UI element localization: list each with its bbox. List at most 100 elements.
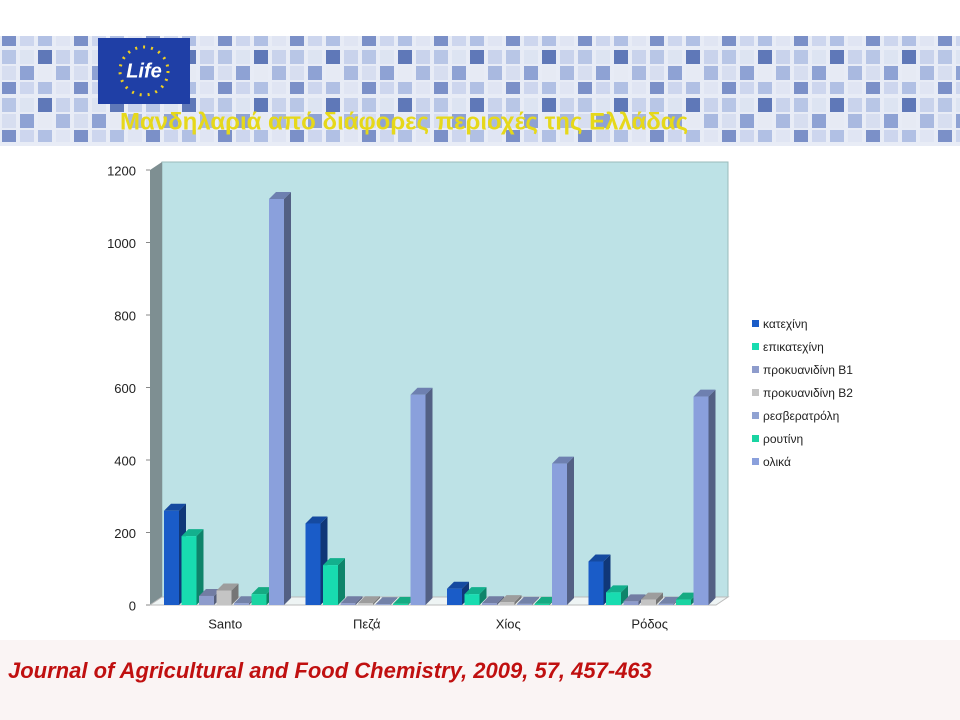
y-tick-label: 200: [114, 526, 136, 541]
bar: [340, 596, 363, 605]
legend-swatch: [752, 435, 759, 442]
bar: [181, 529, 204, 605]
bar: [216, 583, 239, 605]
y-tick-label: 800: [114, 308, 136, 323]
bar-top: [552, 456, 574, 464]
bar-front: [588, 561, 604, 605]
bar-front: [216, 590, 232, 605]
bar-top: [623, 594, 646, 602]
legend-label: προκυανιδίνη Β1: [763, 363, 853, 377]
legend-swatch: [752, 320, 759, 327]
bar-top: [534, 596, 557, 604]
y-tick-label: 400: [114, 453, 136, 468]
bar-top: [464, 587, 487, 595]
bar-side: [532, 596, 539, 605]
bar: [164, 503, 186, 605]
bar: [499, 595, 522, 605]
x-tick-label: Santo: [208, 616, 242, 631]
y-tick-label: 1200: [107, 163, 136, 178]
bar: [482, 596, 504, 605]
bar-front: [305, 523, 321, 605]
bar-front: [164, 510, 179, 605]
bar-side: [656, 592, 663, 605]
y-tick-label: 1000: [107, 236, 136, 251]
bar: [358, 596, 380, 605]
legend-label: ρεσβερατρόλη: [763, 409, 839, 423]
legend-swatch: [752, 412, 759, 419]
bar: [410, 387, 433, 605]
bar-top: [305, 516, 328, 524]
bar-top: [234, 596, 256, 604]
bar-side: [479, 587, 487, 605]
bar-top: [164, 503, 186, 511]
x-tick-label: Πεζά: [353, 616, 381, 631]
bar-front: [606, 592, 621, 605]
bar-front: [375, 604, 391, 605]
bar: [641, 592, 663, 605]
bar-top: [658, 596, 681, 604]
bar-top: [606, 585, 628, 593]
bar-side: [338, 558, 345, 605]
bar-side: [514, 595, 522, 605]
y-tick-label: 600: [114, 381, 136, 396]
bar-side: [621, 585, 628, 605]
bar-front: [552, 463, 567, 605]
logo-text: Life: [126, 60, 162, 82]
bar: [552, 456, 574, 605]
bar-front: [323, 565, 338, 605]
bar-top: [447, 581, 469, 589]
bar-top: [499, 595, 522, 603]
legend-swatch: [752, 458, 759, 465]
bar-top: [641, 592, 663, 600]
bar-top: [482, 596, 504, 604]
bar-front: [199, 595, 214, 605]
bar-front: [393, 603, 408, 605]
bar-front: [658, 603, 674, 605]
back-wall: [161, 161, 729, 598]
logo-box: [98, 38, 190, 104]
bar-front: [181, 536, 197, 605]
legend-label: προκυανιδίνη Β2: [763, 386, 853, 400]
bar-front: [482, 603, 497, 605]
bar-front: [340, 603, 356, 605]
bar-side: [567, 456, 574, 605]
legend-swatch: [752, 343, 759, 350]
bar-front: [447, 588, 462, 605]
bar-top: [375, 597, 398, 605]
bar: [464, 587, 487, 605]
bar-side: [497, 596, 504, 605]
bar-top: [588, 554, 611, 562]
bar-front: [499, 602, 515, 605]
bar-top: [199, 588, 221, 596]
bar-top: [181, 529, 204, 537]
bar-front: [534, 603, 550, 605]
bar-side: [284, 192, 291, 605]
bar-front: [676, 599, 691, 605]
side-wall: [150, 162, 162, 605]
bar-side: [708, 389, 716, 605]
bar: [375, 597, 398, 605]
x-tick-label: Ρόδος: [631, 616, 668, 631]
bar-side: [231, 583, 239, 605]
bar-front: [464, 594, 480, 605]
footer-source: Journal of Agricultural and Food Chemist…: [8, 658, 652, 683]
bar-top: [251, 587, 274, 595]
bar-front: [234, 603, 249, 605]
bar-top: [393, 596, 415, 604]
bar-front: [517, 603, 532, 605]
bar: [693, 389, 716, 605]
bar-front: [641, 599, 656, 605]
bar-front: [623, 601, 639, 605]
chart-title: Μανδηλαριά από διάφορες περιοχές της Ελλ…: [120, 108, 688, 135]
legend-label: κατεχίνη: [763, 317, 808, 331]
bar-top: [410, 387, 433, 395]
bar: [323, 558, 345, 605]
bar-top: [676, 592, 698, 600]
bar: [517, 596, 539, 605]
bar-front: [251, 594, 267, 605]
bar-top: [358, 596, 380, 604]
bar-side: [390, 597, 398, 605]
bar-front: [269, 199, 284, 605]
